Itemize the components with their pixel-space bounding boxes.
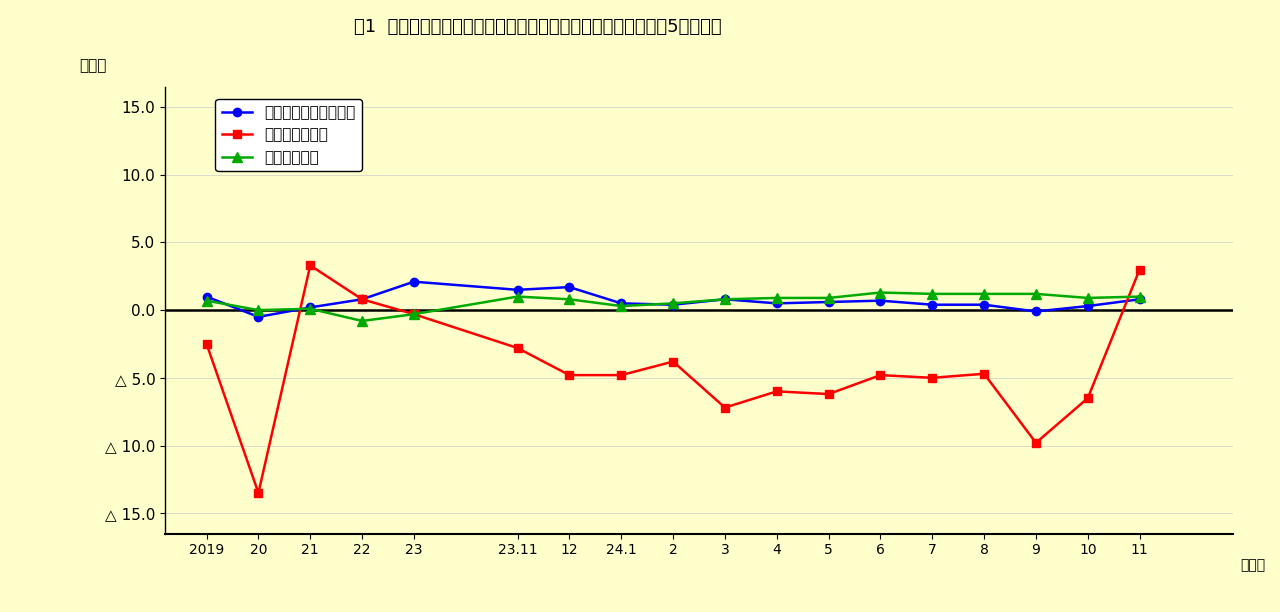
Legend: きまって支給する給与, 所定外労働時間, 常用雇用指数: きまって支給する給与, 所定外労働時間, 常用雇用指数 [215,99,362,171]
Text: 図1  対前年比、対前年同月比の推移（調査産業計、事業所規模5人以上）: 図1 対前年比、対前年同月比の推移（調査産業計、事業所規模5人以上） [353,18,722,36]
Text: （月）: （月） [1240,559,1265,572]
Text: （％）: （％） [79,58,106,73]
